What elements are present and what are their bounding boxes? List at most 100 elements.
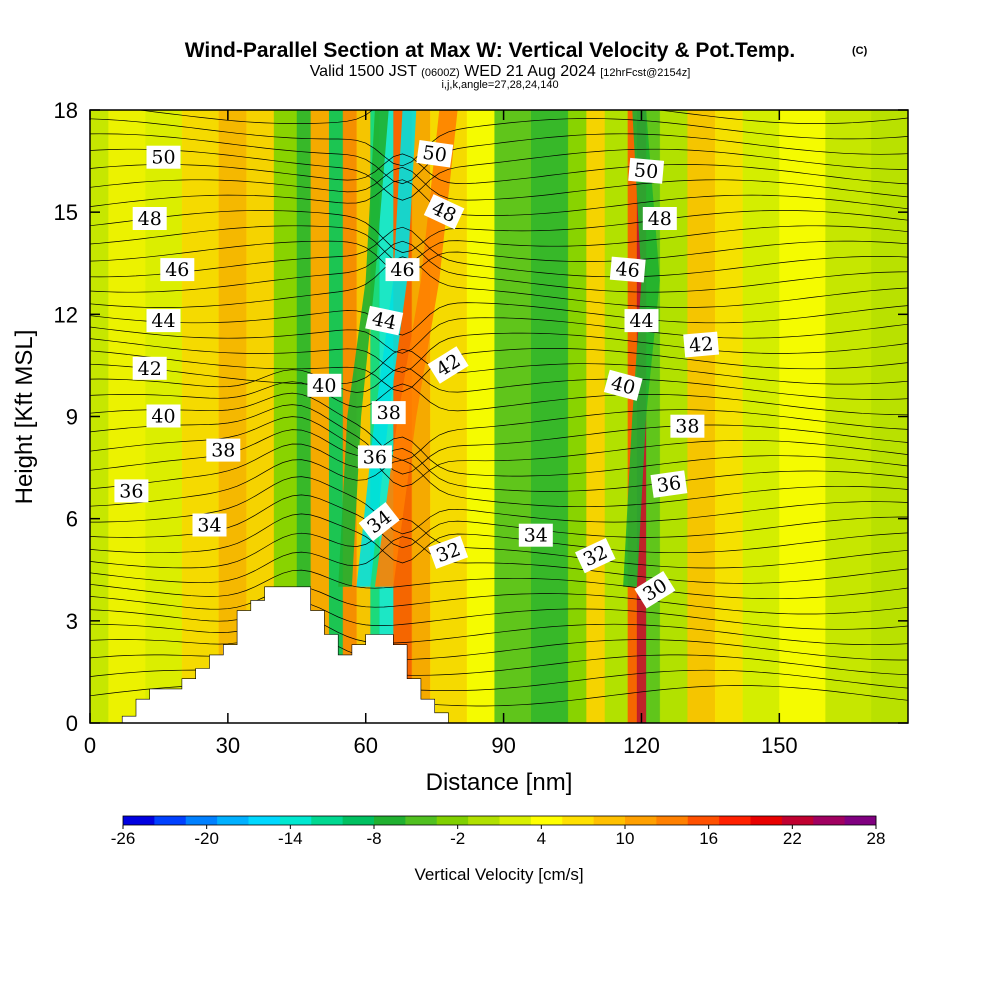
colorbar-swatch — [342, 816, 375, 825]
isentrope-line — [90, 569, 908, 600]
colorbar-swatch — [813, 816, 846, 825]
svg-text:38: 38 — [377, 402, 401, 424]
svg-text:46: 46 — [390, 259, 414, 281]
isentrope-label: 46 — [609, 256, 646, 283]
svg-text:46: 46 — [165, 259, 189, 281]
isentrope-label: 40 — [146, 404, 181, 428]
velocity-band — [310, 110, 330, 723]
colorbar-tick-label: -14 — [278, 829, 303, 848]
isentrope-line — [90, 240, 908, 277]
isentrope-label: 48 — [132, 207, 167, 230]
colorbar-tick-label: 16 — [699, 829, 718, 848]
velocity-band — [742, 110, 780, 723]
svg-text:48: 48 — [138, 208, 162, 230]
colorbar-label: Vertical Velocity [cm/s] — [414, 865, 583, 884]
isentrope-line — [90, 118, 908, 167]
isentrope-line — [90, 317, 908, 354]
isentrope-line — [90, 586, 908, 615]
y-tick-label: 12 — [54, 302, 78, 327]
isentrope-label: 44 — [365, 305, 404, 336]
isentrope-line — [90, 148, 908, 201]
colorbar-tick-label: -26 — [111, 829, 136, 848]
isentrope-line — [90, 416, 908, 487]
velocity-band — [181, 110, 220, 723]
isentrope-label: 36 — [650, 470, 688, 498]
colorbar-tick-label: -2 — [450, 829, 465, 848]
isentrope-label: 44 — [146, 309, 181, 333]
svg-text:44: 44 — [370, 308, 398, 335]
svg-text:34: 34 — [197, 515, 221, 537]
isentrope-line — [90, 210, 908, 253]
velocity-plume — [374, 110, 458, 587]
svg-text:50: 50 — [633, 159, 659, 183]
velocity-band — [273, 110, 298, 723]
x-tick-label: 60 — [353, 733, 377, 758]
svg-text:48: 48 — [648, 208, 672, 230]
isentrope-label: 48 — [642, 207, 677, 230]
colorbar-swatch — [405, 816, 438, 825]
x-axis-label: Distance [nm] — [426, 769, 573, 796]
y-tick-label: 9 — [66, 405, 78, 430]
isentrope-line — [90, 153, 908, 185]
x-axis: 0 30 60 90 120 150 — [84, 110, 798, 758]
y-tick-label: 18 — [54, 98, 78, 123]
colorbar-tick-label: -8 — [366, 829, 381, 848]
x-tick-label: 90 — [491, 733, 515, 758]
isentrope-line — [90, 443, 908, 492]
colorbar-tick-label: 28 — [867, 829, 886, 848]
isentrope-line — [90, 302, 908, 336]
y-axis-label: Height [Kft MSL] — [11, 330, 38, 505]
isentrope-line — [90, 518, 908, 569]
svg-text:38: 38 — [675, 416, 699, 438]
isentrope-line — [90, 167, 908, 201]
colorbar-swatch — [311, 816, 344, 825]
velocity-band — [494, 110, 532, 723]
isentrope-label: 34 — [518, 523, 553, 547]
y-tick-label: 6 — [66, 507, 78, 532]
isentrope-label: 36 — [357, 445, 392, 469]
x-tick-label: 120 — [623, 733, 660, 758]
isentrope-label: 38 — [670, 414, 705, 438]
svg-text:42: 42 — [688, 333, 714, 357]
svg-text:50: 50 — [151, 147, 175, 169]
colorbar-swatch — [781, 816, 814, 825]
x-tick-label: 150 — [761, 733, 798, 758]
isentrope-label: 40 — [603, 369, 643, 401]
svg-text:34: 34 — [524, 525, 548, 547]
isentrope-label: 36 — [114, 479, 149, 503]
colorbar-tick-label: 22 — [783, 829, 802, 848]
colorbar-swatch — [844, 816, 877, 825]
isentrope-line — [90, 476, 908, 535]
x-tick-label: 30 — [216, 733, 240, 758]
isentrope-line — [90, 256, 908, 308]
y-tick-label: 15 — [54, 200, 78, 225]
svg-text:36: 36 — [119, 480, 143, 502]
isentrope-line — [90, 459, 908, 508]
velocity-plume — [338, 110, 389, 587]
colorbar-swatch — [593, 816, 626, 825]
svg-text:36: 36 — [363, 446, 387, 468]
isentrope-line — [90, 225, 908, 265]
colorbar-swatch — [217, 816, 249, 825]
svg-text:38: 38 — [211, 440, 235, 462]
svg-text:36: 36 — [655, 472, 682, 497]
velocity-band — [714, 110, 744, 723]
colorbar-tick-label: -20 — [194, 829, 219, 848]
colorbar-swatch — [436, 816, 469, 825]
colorbar-swatch — [123, 816, 155, 825]
colorbar-swatch — [185, 816, 218, 825]
colorbar-swatch — [279, 816, 312, 825]
isentrope-line — [90, 614, 908, 646]
isentrope-line — [90, 348, 908, 392]
colorbar-swatch — [719, 816, 751, 825]
isentrope-line — [90, 601, 908, 630]
isentrope-label: 40 — [307, 373, 342, 397]
isentrope-label: 42 — [683, 331, 720, 358]
velocity-band — [296, 110, 312, 723]
velocity-band — [531, 110, 569, 723]
isentrope-label: 38 — [206, 438, 241, 462]
isentrope-line — [90, 392, 908, 461]
